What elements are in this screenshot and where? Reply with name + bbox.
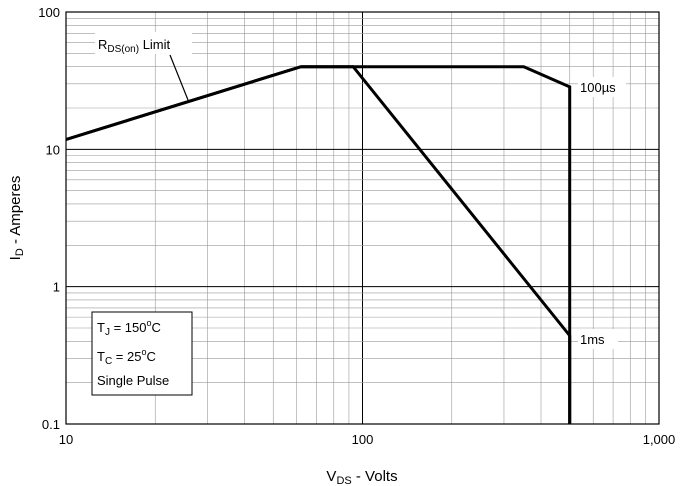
condition-tj: TJ = 150oC bbox=[97, 318, 161, 338]
condition-tc: TC = 25oC bbox=[97, 347, 156, 367]
conditions-box: TJ = 150oC TC = 25oC Single Pulse bbox=[91, 311, 193, 396]
series-group bbox=[65, 65, 572, 424]
x-tick-label: 1,000 bbox=[643, 432, 676, 447]
condition-pulse: Single Pulse bbox=[97, 373, 169, 388]
y-tick-label: 100 bbox=[38, 5, 60, 20]
rds-limit-label: RDS(on) Limit bbox=[98, 37, 171, 55]
y-tick-label: 1 bbox=[53, 280, 60, 295]
conditions-frame bbox=[91, 311, 193, 396]
label-100us-bg bbox=[578, 77, 626, 97]
rds-limit-label-bg bbox=[95, 32, 192, 54]
rds-limit-annotation: RDS(on) Limit bbox=[95, 32, 192, 101]
series-line-1ms bbox=[65, 65, 572, 424]
y-tick-label: 10 bbox=[46, 142, 60, 157]
x-tick-label: 100 bbox=[352, 432, 374, 447]
tick-labels: 10 100 1,000 100 10 1 0.1 bbox=[38, 5, 675, 447]
rds-limit-leader bbox=[169, 54, 189, 101]
y-axis-label: ID - Amperes bbox=[7, 176, 26, 261]
label-1ms: 1ms bbox=[580, 332, 605, 347]
x-tick-label: 10 bbox=[59, 432, 73, 447]
label-100us: 100µs bbox=[580, 80, 616, 95]
x-axis-label: VDS - Volts bbox=[326, 468, 397, 486]
plot-frame bbox=[65, 11, 660, 425]
label-1ms-bg bbox=[578, 329, 618, 349]
y-tick-label: 0.1 bbox=[42, 417, 60, 432]
